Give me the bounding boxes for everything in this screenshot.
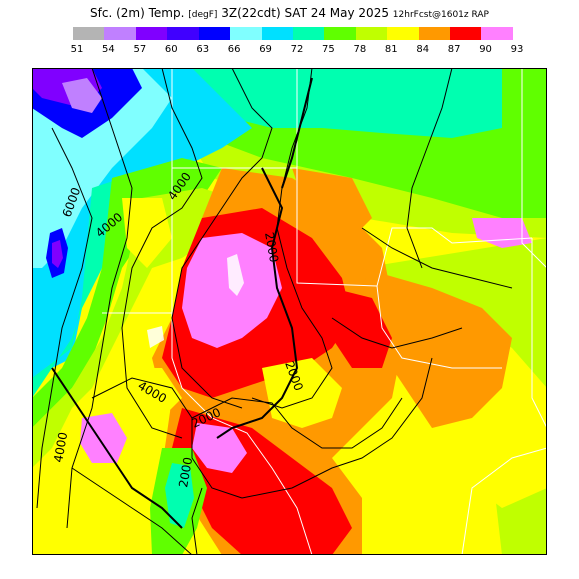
region-white-streak xyxy=(227,254,244,296)
legend-label: 69 xyxy=(259,44,272,55)
map-title: Sfc. (2m) Temp. [degF] 3Z(22cdt) SAT 24 … xyxy=(0,6,579,20)
legend-label: 81 xyxy=(384,44,398,55)
legend-swatch xyxy=(324,27,356,40)
temperature-map: 6000 4000 4000 2000 2000 4000 2000 4000 … xyxy=(32,68,547,555)
legend-label: 72 xyxy=(290,44,304,55)
title-main: Sfc. (2m) Temp. xyxy=(90,6,185,20)
elevation-contours xyxy=(36,68,513,555)
title-model: 12hrFcst@1601z RAP xyxy=(392,10,489,20)
legend-swatch xyxy=(104,27,136,40)
legend-label: 60 xyxy=(164,44,178,55)
region-white-streak-2 xyxy=(147,326,164,348)
region-west-lavender xyxy=(62,78,102,113)
state-boundaries xyxy=(102,68,547,555)
legend-label: 90 xyxy=(479,44,492,55)
region-west-lime xyxy=(32,188,232,468)
region-orange-east xyxy=(362,268,512,428)
legend-swatch xyxy=(73,27,105,40)
region-red-mideast xyxy=(332,288,392,368)
legend-label: 66 xyxy=(227,44,241,55)
color-legend xyxy=(73,27,513,40)
legend-swatch xyxy=(481,27,513,40)
region-west-purple-spot xyxy=(52,240,63,268)
legend-label: 54 xyxy=(102,44,115,55)
region-west-green xyxy=(32,158,222,428)
legend-swatch xyxy=(135,27,168,40)
legend-label: 87 xyxy=(447,44,461,55)
contour-label: 2000 xyxy=(176,456,195,489)
legend-label: 57 xyxy=(133,44,147,55)
legend-label: 93 xyxy=(510,44,524,55)
legend-swatch xyxy=(418,27,451,40)
title-units: [degF] xyxy=(188,10,218,20)
legend-swatch xyxy=(261,27,293,40)
legend-swatch xyxy=(355,27,388,40)
region-pink-southwest xyxy=(80,413,127,463)
region-south-aqua xyxy=(165,463,194,528)
elevation-contours-thick xyxy=(51,77,313,529)
contour-label: 4000 xyxy=(51,431,70,464)
contour-label: 2000 xyxy=(262,231,281,264)
legend-swatch xyxy=(450,27,482,40)
title-time: 3Z(22cdt) SAT 24 May 2025 xyxy=(221,6,389,20)
legend-swatch xyxy=(167,27,199,40)
map-frame xyxy=(32,68,547,555)
region-yellow-interior xyxy=(262,358,342,428)
region-yellow-south xyxy=(122,368,182,418)
legend-label: 63 xyxy=(196,44,210,55)
legend-swatch xyxy=(230,27,262,40)
legend-label: 84 xyxy=(416,44,430,55)
legend-labels: 51 54 57 60 63 66 69 72 75 78 81 84 87 90 93 xyxy=(70,44,539,56)
legend-label: 51 xyxy=(70,44,84,55)
region-pink-south xyxy=(192,423,247,473)
legend-label: 75 xyxy=(322,44,335,55)
region-north-lime xyxy=(182,128,547,238)
legend-label: 78 xyxy=(353,44,367,55)
region-orange-northeast xyxy=(292,168,372,238)
region-yellow-northwest xyxy=(122,198,172,268)
legend-swatch xyxy=(387,27,419,40)
region-north-aqua xyxy=(122,68,502,138)
legend-swatch xyxy=(198,27,231,40)
legend-swatch xyxy=(292,27,325,40)
